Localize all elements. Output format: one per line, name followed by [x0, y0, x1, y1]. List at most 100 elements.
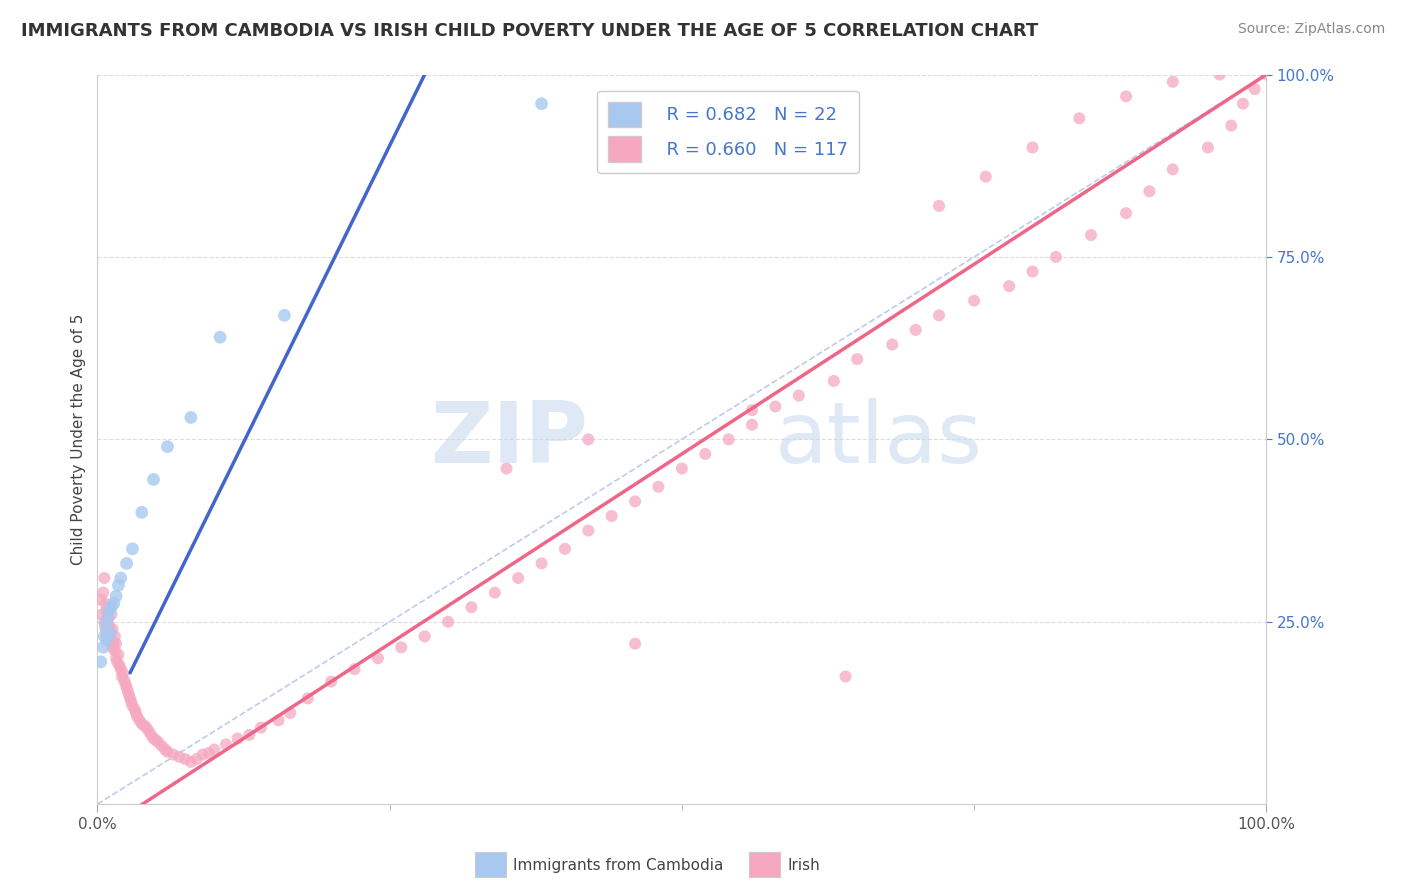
Point: [882, 337, 904, 351]
Point: [1115, 89, 1137, 103]
Point: [226, 731, 249, 746]
Point: [94, 618, 117, 632]
Point: [105, 589, 128, 603]
Point: [215, 737, 238, 751]
Point: [904, 323, 927, 337]
Point: [98, 625, 121, 640]
Point: [103, 637, 125, 651]
Point: [1256, 68, 1278, 82]
Point: [209, 330, 232, 344]
Point: [695, 447, 717, 461]
Point: [1139, 184, 1161, 198]
Point: [1161, 75, 1184, 89]
Point: [1021, 140, 1043, 154]
Point: [530, 96, 553, 111]
Text: atlas: atlas: [775, 398, 983, 481]
Point: [111, 669, 134, 683]
Point: [156, 745, 179, 759]
Point: [1045, 250, 1067, 264]
Point: [93, 629, 115, 643]
Point: [97, 611, 120, 625]
Point: [91, 640, 114, 655]
Point: [128, 714, 150, 728]
Point: [124, 702, 146, 716]
Point: [120, 691, 142, 706]
Point: [132, 718, 155, 732]
Point: [437, 615, 460, 629]
Point: [297, 691, 319, 706]
Point: [1232, 96, 1254, 111]
Point: [741, 417, 763, 432]
Point: [413, 629, 436, 643]
Point: [121, 698, 143, 713]
Point: [131, 717, 153, 731]
Point: [150, 739, 173, 753]
Point: [100, 633, 122, 648]
Point: [94, 597, 117, 611]
Point: [101, 622, 124, 636]
Point: [1197, 140, 1219, 154]
Point: [1220, 119, 1243, 133]
Point: [98, 618, 121, 632]
Point: [238, 728, 260, 742]
Point: [834, 669, 856, 683]
Text: Source: ZipAtlas.com: Source: ZipAtlas.com: [1237, 22, 1385, 37]
Point: [91, 585, 114, 599]
Point: [98, 604, 121, 618]
Point: [202, 742, 225, 756]
Point: [107, 578, 129, 592]
Point: [105, 651, 128, 665]
Point: [389, 640, 412, 655]
Point: [1069, 112, 1091, 126]
Point: [508, 571, 530, 585]
Point: [100, 607, 122, 622]
Point: [717, 433, 740, 447]
Point: [100, 600, 122, 615]
Legend:   R = 0.682   N = 22,   R = 0.660   N = 117: R = 0.682 N = 22, R = 0.660 N = 117: [598, 91, 859, 173]
Point: [104, 629, 127, 643]
Point: [998, 279, 1021, 293]
Point: [1021, 264, 1043, 278]
Point: [96, 629, 118, 643]
Point: [1208, 68, 1230, 82]
Point: [139, 728, 162, 742]
Point: [135, 721, 157, 735]
Point: [1115, 206, 1137, 220]
Point: [104, 644, 127, 658]
Point: [963, 293, 986, 308]
Point: [530, 557, 553, 571]
Point: [146, 735, 169, 749]
Point: [367, 651, 389, 665]
Point: [576, 433, 599, 447]
Point: [671, 461, 693, 475]
Point: [186, 752, 208, 766]
Point: [600, 508, 623, 523]
Point: [343, 662, 366, 676]
Point: [98, 600, 121, 615]
Point: [1080, 228, 1102, 243]
Point: [145, 733, 167, 747]
Point: [110, 571, 132, 585]
Point: [108, 658, 131, 673]
Point: [624, 637, 647, 651]
Point: [96, 633, 118, 648]
Point: [120, 695, 142, 709]
Point: [321, 674, 343, 689]
Point: [162, 747, 184, 762]
Point: [131, 505, 153, 519]
Point: [112, 673, 135, 688]
Point: [101, 640, 124, 655]
Text: ZIP: ZIP: [430, 398, 588, 481]
Point: [138, 724, 160, 739]
Text: Irish: Irish: [787, 858, 820, 872]
Point: [103, 597, 125, 611]
Point: [98, 625, 121, 640]
Point: [576, 524, 599, 538]
Point: [121, 541, 143, 556]
Point: [554, 541, 576, 556]
Point: [127, 709, 149, 723]
Point: [93, 615, 115, 629]
Point: [118, 688, 141, 702]
Point: [174, 752, 197, 766]
Point: [105, 655, 128, 669]
